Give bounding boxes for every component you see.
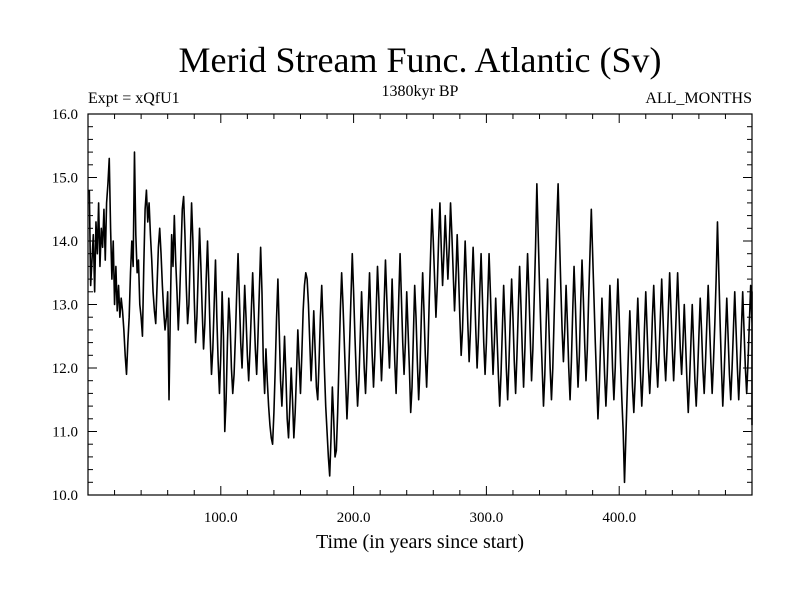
experiment-label: Expt = xQfU1 [88, 90, 180, 107]
y-tick-label: 15.0 [52, 171, 78, 187]
x-axis-labels: 100.0 200.0 300.0 400.0 [204, 510, 636, 526]
x-tick-label: 300.0 [470, 510, 504, 526]
y-tick-label: 11.0 [52, 425, 78, 441]
x-tick-label: 400.0 [602, 510, 636, 526]
y-tick-label: 12.0 [52, 361, 78, 377]
series-line [88, 151, 753, 484]
y-tick-label: 13.0 [52, 298, 78, 314]
y-tick-label: 10.0 [52, 488, 78, 504]
months-label: ALL_MONTHS [645, 90, 752, 107]
y-tick-label: 16.0 [52, 107, 78, 123]
x-axis-label: Time (in years since start) [316, 531, 524, 553]
x-tick-label: 200.0 [337, 510, 371, 526]
x-tick-label: 100.0 [204, 510, 238, 526]
period-label: 1380kyr BP [382, 83, 459, 100]
chart-title: Merid Stream Func. Atlantic (Sv) [179, 40, 662, 80]
x-axis-ticks [114, 114, 726, 495]
y-tick-label: 14.0 [52, 234, 78, 250]
y-axis-labels: 10.0 11.0 12.0 13.0 14.0 15.0 16.0 [52, 107, 78, 504]
